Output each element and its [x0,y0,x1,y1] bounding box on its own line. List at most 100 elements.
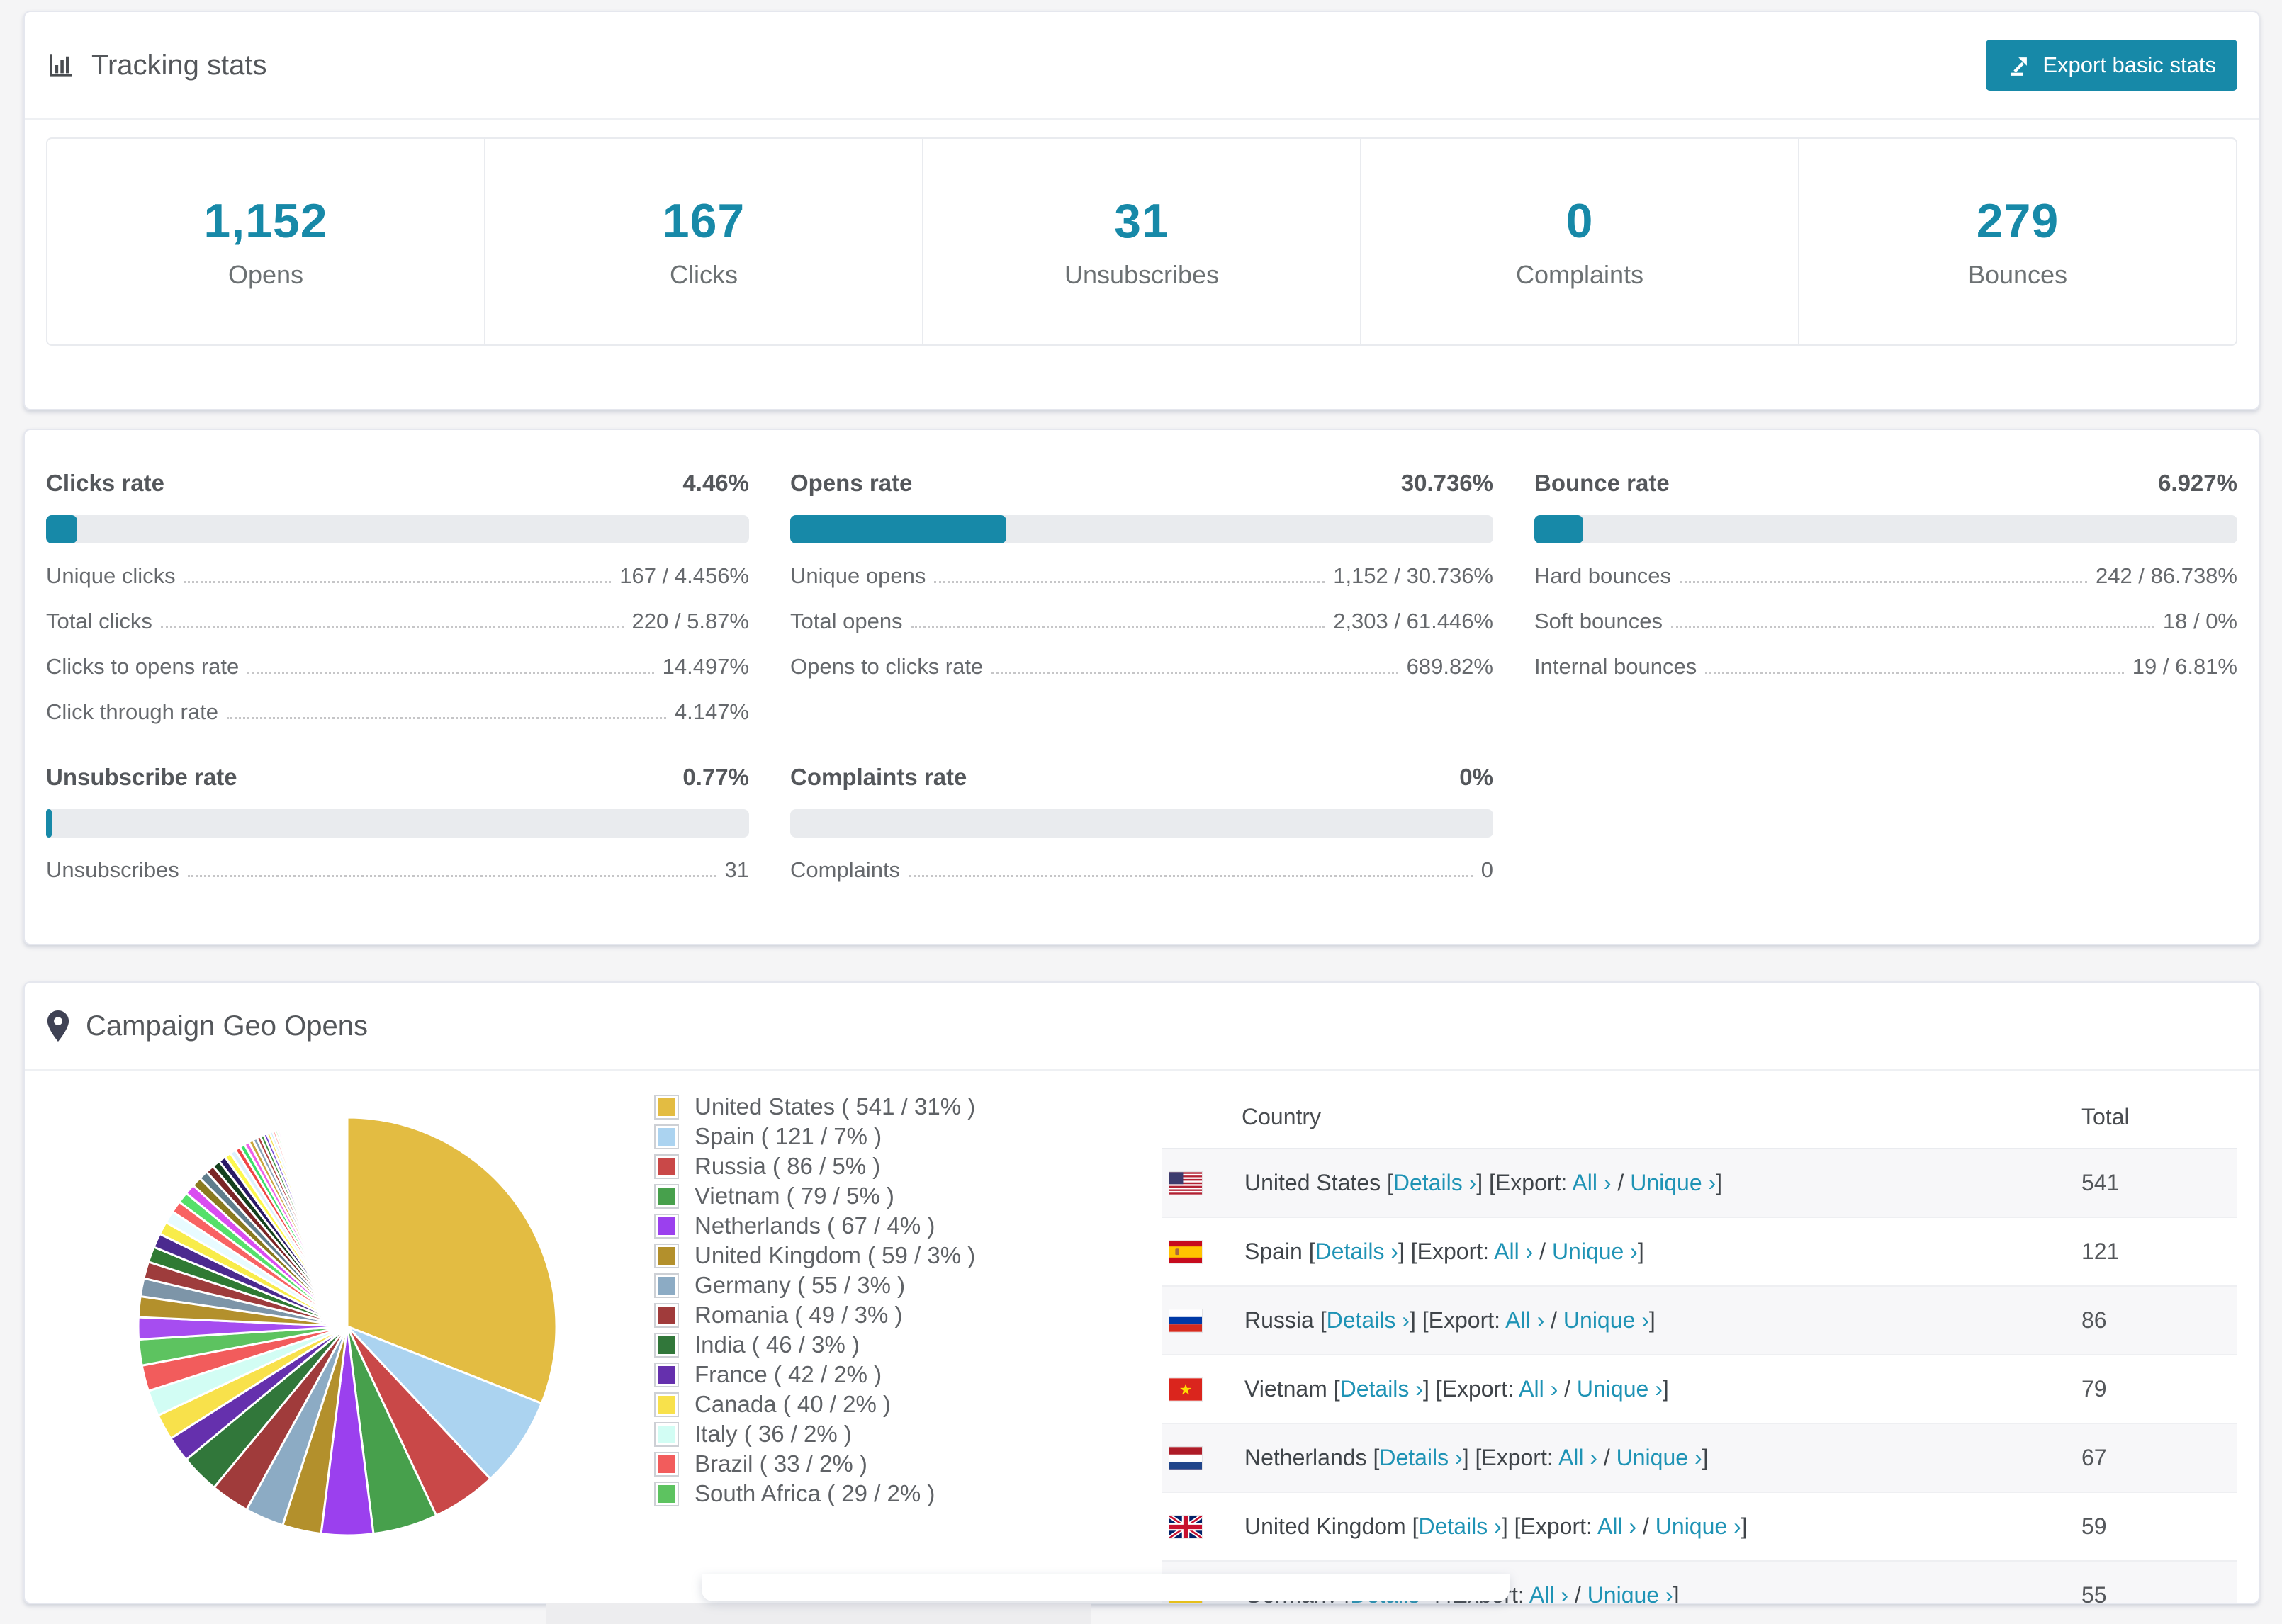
legend-item[interactable]: Germany ( 55 / 3% ) [656,1270,975,1300]
export-all-link[interactable]: All › [1494,1239,1534,1264]
rate-rows: Hard bounces 242 / 86.738% Soft bounces … [1534,563,2237,680]
rate-row: Opens to clicks rate 689.82% [790,654,1493,680]
legend-item[interactable]: South Africa ( 29 / 2% ) [656,1479,975,1509]
legend-swatch [656,1393,678,1416]
rate-block: Complaints rate 0% Complaints 0 [790,764,1493,883]
bottom-overlay [702,1574,1510,1601]
export-unique-link[interactable]: Unique › [1576,1376,1663,1402]
legend-item[interactable]: Brazil ( 33 / 2% ) [656,1449,975,1479]
total-cell: 121 [2081,1239,2120,1264]
legend-item[interactable]: Italy ( 36 / 2% ) [656,1419,975,1449]
gb-flag-icon [1169,1515,1202,1538]
rate-value: 0.77% [682,764,749,790]
rate-title: Bounce rate [1534,470,1670,496]
rate-row-label: Click through rate [46,699,218,724]
nl-flag-icon [1169,1446,1202,1470]
export-all-link[interactable]: All › [1558,1445,1597,1470]
rates-card: Clicks rate 4.46% Unique clicks 167 / 4.… [23,429,2260,945]
progress-bar-fill [46,515,78,543]
progress-bar-fill [1534,515,1583,543]
details-link[interactable]: Details › [1339,1376,1423,1402]
pie-legend: United States ( 541 / 31% ) Spain ( 121 … [656,1092,975,1509]
export-all-link[interactable]: All › [1597,1513,1637,1539]
export-unique-link[interactable]: Unique › [1551,1239,1638,1264]
export-all-link[interactable]: All › [1529,1582,1569,1604]
legend-item[interactable]: India ( 46 / 3% ) [656,1330,975,1360]
legend-item[interactable]: United Kingdom ( 59 / 3% ) [656,1241,975,1270]
export-unique-link[interactable]: Unique › [1616,1445,1702,1470]
export-unique-link[interactable]: Unique › [1587,1582,1673,1604]
dotted-leader [1680,581,2088,583]
details-link[interactable]: Details › [1379,1445,1463,1470]
details-link[interactable]: Details › [1315,1239,1398,1264]
legend-label: Germany ( 55 / 3% ) [695,1272,906,1298]
legend-item[interactable]: Russia ( 86 / 5% ) [656,1151,975,1181]
legend-item[interactable]: Netherlands ( 67 / 4% ) [656,1211,975,1241]
stat-value: 31 [1114,194,1169,248]
rate-head: Bounce rate 6.927% [1534,470,2237,497]
rate-row-value: 2,303 / 61.446% [1333,609,1493,633]
export-unique-link[interactable]: Unique › [1563,1307,1649,1333]
export-all-link[interactable]: All › [1572,1170,1612,1195]
export-basic-stats-button[interactable]: Export basic stats [1986,40,2237,91]
rate-block: Unsubscribe rate 0.77% Unsubscribes 31 [46,764,749,883]
rate-row-label: Total clicks [46,609,152,633]
rate-rows: Unique clicks 167 / 4.456% Total clicks … [46,563,749,725]
legend-label: Brazil ( 33 / 2% ) [695,1450,867,1477]
progress-bar-track [46,515,749,543]
legend-item[interactable]: Canada ( 40 / 2% ) [656,1389,975,1419]
legend-item[interactable]: Spain ( 121 / 7% ) [656,1122,975,1151]
geo-table-row: United States [Details ›] [Export: All ›… [1162,1149,2237,1218]
legend-swatch [656,1214,678,1237]
pie-slice [346,1116,558,1405]
rate-head: Unsubscribe rate 0.77% [46,764,749,791]
legend-label: Canada ( 40 / 2% ) [695,1391,891,1417]
country-cell: United Kingdom [Details ›] [Export: All … [1244,1513,1748,1539]
legend-item[interactable]: United States ( 541 / 31% ) [656,1092,975,1122]
rate-row: Click through rate 4.147% [46,699,749,725]
export-icon [2007,53,2031,77]
progress-bar-track [1534,515,2237,543]
dotted-leader [184,581,612,583]
total-column-header: Total [2081,1103,2130,1129]
tracking-stats-header: Tracking stats Export basic stats [25,12,2259,120]
rate-row: Unique opens 1,152 / 30.736% [790,563,1493,589]
geo-opens-pie-chart [137,1116,558,1537]
legend-swatch [656,1423,678,1445]
rate-title: Complaints rate [790,764,967,790]
geo-table: Country Total United States [Details ›] … [1162,1086,2237,1604]
legend-swatch [656,1453,678,1475]
country-cell: Netherlands [Details ›] [Export: All › /… [1244,1445,1709,1470]
dotted-leader [247,672,654,674]
rate-row-label: Hard bounces [1534,563,1672,588]
legend-label: United States ( 541 / 31% ) [695,1093,976,1120]
progress-bar-fill [46,809,52,838]
legend-item[interactable]: Romania ( 49 / 3% ) [656,1300,975,1330]
stat-label: Opens [227,260,304,289]
legend-swatch [656,1304,678,1326]
details-link[interactable]: Details › [1393,1170,1477,1195]
geo-opens-header: Campaign Geo Opens [25,983,2259,1071]
rate-block: Clicks rate 4.46% Unique clicks 167 / 4.… [46,470,749,725]
legend-item[interactable]: France ( 42 / 2% ) [656,1360,975,1389]
rate-value: 0% [1459,764,1493,790]
legend-item[interactable]: Vietnam ( 79 / 5% ) [656,1181,975,1211]
total-cell: 86 [2081,1307,2107,1333]
export-all-link[interactable]: All › [1505,1307,1545,1333]
rate-row-value: 220 / 5.87% [631,609,749,633]
progress-bar-track [46,809,749,838]
export-unique-link[interactable]: Unique › [1630,1170,1716,1195]
geo-table-body: United States [Details ›] [Export: All ›… [1162,1149,2237,1604]
rate-row-label: Internal bounces [1534,654,1697,679]
export-unique-link[interactable]: Unique › [1655,1513,1741,1539]
dotted-leader [160,626,624,628]
rate-row-value: 689.82% [1406,654,1493,679]
stat-value: 0 [1566,194,1594,248]
details-link[interactable]: Details › [1326,1307,1410,1333]
country-column-header: Country [1242,1103,1322,1129]
tracking-stats-title: Tracking stats [91,49,267,81]
rate-row-label: Opens to clicks rate [790,654,984,679]
export-all-link[interactable]: All › [1519,1376,1558,1402]
stat-label: Bounces [1967,260,2068,289]
details-link[interactable]: Details › [1418,1513,1502,1539]
